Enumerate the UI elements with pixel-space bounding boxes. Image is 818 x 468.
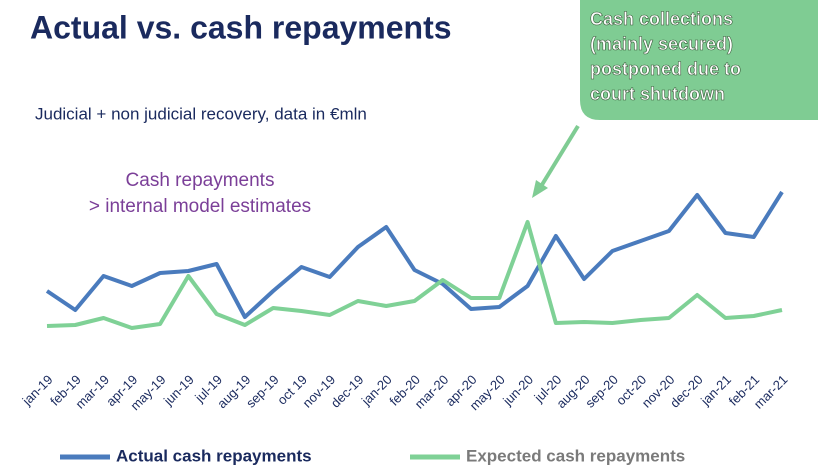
callout-line: Cash collections bbox=[590, 9, 733, 29]
x-tick-label: jan-21 bbox=[697, 372, 734, 409]
x-tick-label: sep-19 bbox=[243, 372, 282, 411]
x-tick-label: jun-20 bbox=[499, 372, 536, 409]
annotation: Cash repayments bbox=[126, 170, 275, 191]
series-line bbox=[46, 220, 783, 330]
callout-arrow bbox=[538, 124, 580, 190]
callout-line: (mainly secured) bbox=[590, 34, 733, 54]
callout-text: Cash collections (mainly secured) postpo… bbox=[590, 8, 742, 104]
x-tick-label: jun-19 bbox=[160, 372, 197, 409]
x-tick-label: jan-19 bbox=[19, 372, 56, 409]
x-tick-label: jan-20 bbox=[358, 372, 395, 409]
callout-box bbox=[580, 0, 818, 120]
series-line bbox=[45, 190, 784, 319]
legend-label: Actual cash repayments bbox=[116, 446, 312, 465]
annotation: > internal model estimates bbox=[89, 196, 311, 217]
callout-arrowhead bbox=[532, 180, 548, 198]
chart-title: Actual vs. cash repayments bbox=[30, 9, 452, 45]
callout-line: court shutdown bbox=[590, 84, 725, 104]
chart-subtitle: Judicial + non judicial recovery, data i… bbox=[35, 104, 367, 123]
x-tick-label: sep-20 bbox=[582, 372, 621, 411]
legend-label: Expected cash repayments bbox=[466, 446, 685, 465]
x-tick-label: dec-19 bbox=[328, 372, 367, 411]
x-tick-label: dec-20 bbox=[667, 372, 706, 411]
callout-line: postponed due to bbox=[590, 59, 741, 79]
